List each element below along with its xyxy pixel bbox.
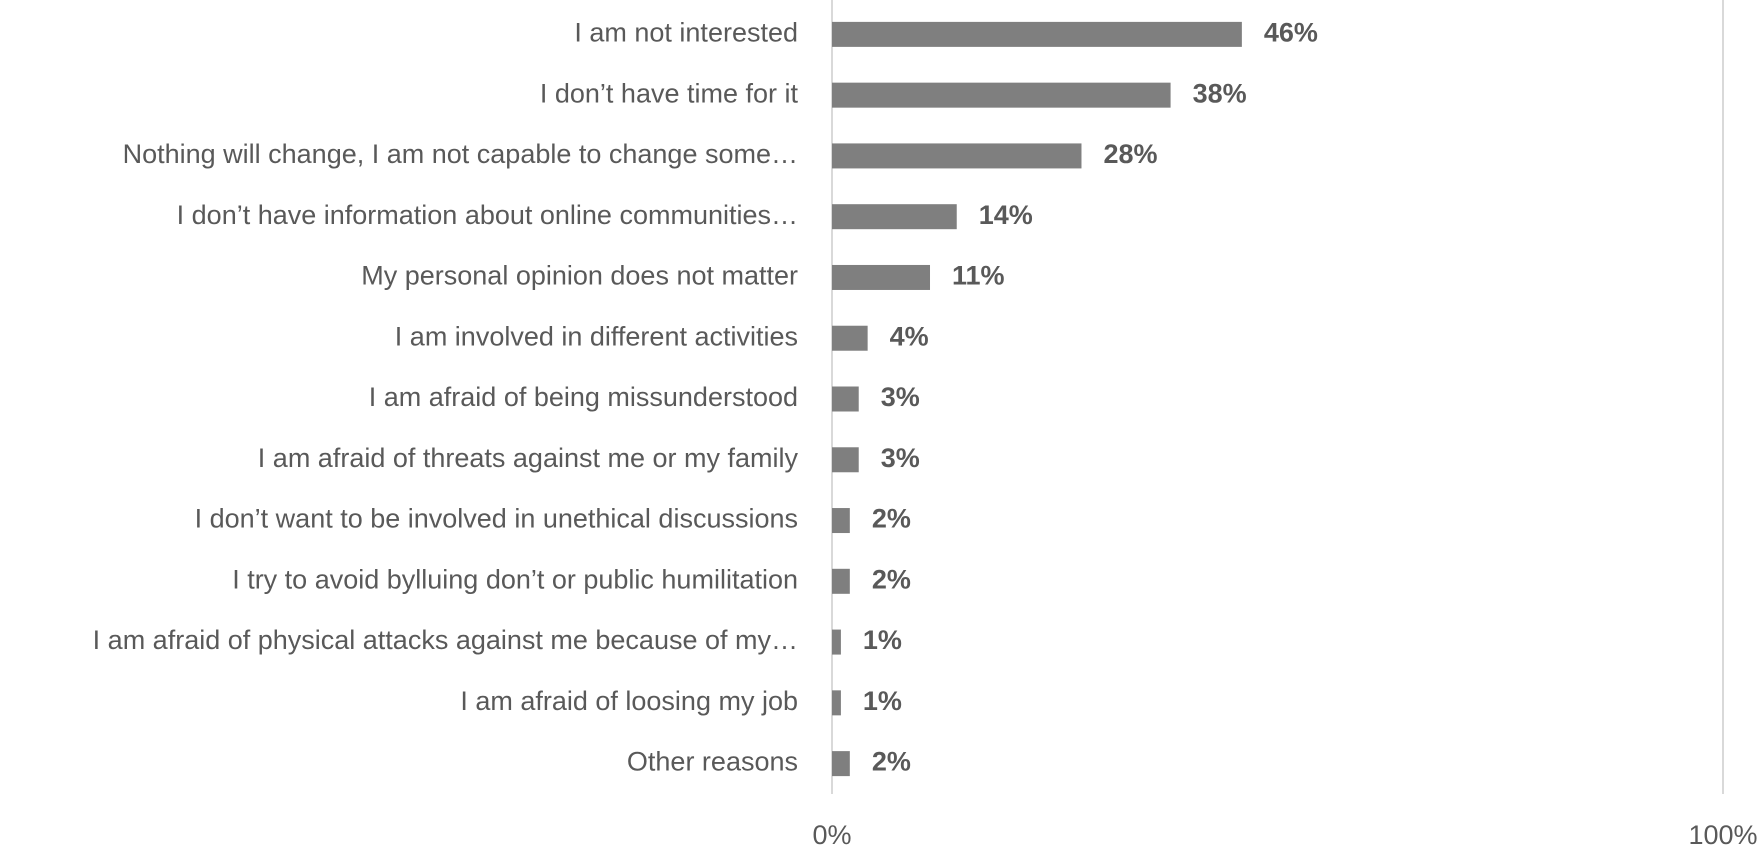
x-tick-label: 0% xyxy=(812,820,851,850)
value-label: 3% xyxy=(881,382,920,412)
y-tick-label: I don’t have time for it xyxy=(540,78,799,108)
bar xyxy=(832,751,850,777)
y-tick-label: My personal opinion does not matter xyxy=(361,261,798,291)
bar xyxy=(832,447,859,473)
y-tick-label: I don’t want to be involved in unethical… xyxy=(195,504,798,534)
bar xyxy=(832,508,850,534)
value-label: 3% xyxy=(881,443,920,473)
y-tick-label: Nothing will change, I am not capable to… xyxy=(123,139,798,169)
y-tick-label: I don’t have information about online co… xyxy=(177,200,798,230)
value-label: 28% xyxy=(1103,139,1157,169)
bar xyxy=(832,143,1082,169)
y-tick-label: I try to avoid bylluing don’t or public … xyxy=(232,564,798,594)
value-label: 2% xyxy=(872,564,911,594)
value-label: 2% xyxy=(872,747,911,777)
bar xyxy=(832,568,850,594)
bar xyxy=(832,264,931,290)
bar xyxy=(832,204,957,230)
y-tick-label: I am afraid of being missunderstood xyxy=(369,382,798,412)
value-label: 1% xyxy=(863,625,902,655)
bar xyxy=(832,325,868,351)
y-tick-label: I am involved in different activities xyxy=(395,321,798,351)
bar xyxy=(832,21,1242,47)
x-tick-label: 100% xyxy=(1688,820,1757,850)
y-tick-label: I am not interested xyxy=(574,18,798,48)
bar xyxy=(832,690,841,716)
value-label: 4% xyxy=(890,321,929,351)
value-label: 14% xyxy=(979,200,1033,230)
value-label: 38% xyxy=(1193,78,1247,108)
y-tick-label: I am afraid of physical attacks against … xyxy=(93,625,798,655)
bar xyxy=(832,629,841,655)
value-label: 1% xyxy=(863,686,902,716)
y-tick-label: I am afraid of threats against me or my … xyxy=(258,443,799,473)
value-label: 46% xyxy=(1264,18,1318,48)
value-label: 11% xyxy=(952,261,1005,291)
y-tick-label: Other reasons xyxy=(627,747,798,777)
bar xyxy=(832,82,1171,108)
value-label: 2% xyxy=(872,504,911,534)
bar xyxy=(832,386,859,412)
y-tick-label: I am afraid of loosing my job xyxy=(460,686,798,716)
